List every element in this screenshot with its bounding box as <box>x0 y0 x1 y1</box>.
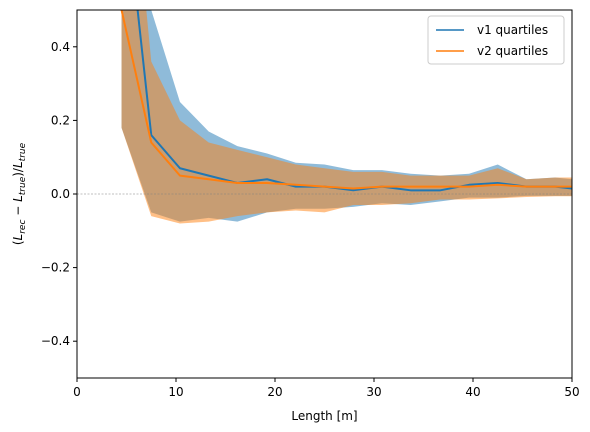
legend: v1 quartiles v2 quartiles <box>428 16 564 64</box>
y-tick-label: −0.2 <box>41 261 70 275</box>
x-tick-label: 40 <box>465 385 480 399</box>
y-tick-label: 0.0 <box>51 187 70 201</box>
y-axis-ticks: −0.4 −0.2 0.0 0.2 0.4 <box>41 40 77 348</box>
x-axis-label: Length [m] <box>291 409 357 423</box>
y-tick-label: 0.2 <box>51 113 70 127</box>
legend-label-v1: v1 quartiles <box>477 23 548 37</box>
y-tick-label: 0.4 <box>51 40 70 54</box>
x-tick-label: 10 <box>168 385 183 399</box>
y-axis-label: (Lrec − Ltrue)/Ltrue <box>11 142 28 245</box>
y-tick-label: −0.4 <box>41 334 70 348</box>
legend-label-v2: v2 quartiles <box>477 44 548 58</box>
x-tick-label: 30 <box>366 385 381 399</box>
x-tick-label: 20 <box>267 385 282 399</box>
x-tick-label: 0 <box>73 385 81 399</box>
x-axis-ticks: 0 10 20 30 40 50 <box>73 378 579 399</box>
x-tick-label: 50 <box>564 385 579 399</box>
